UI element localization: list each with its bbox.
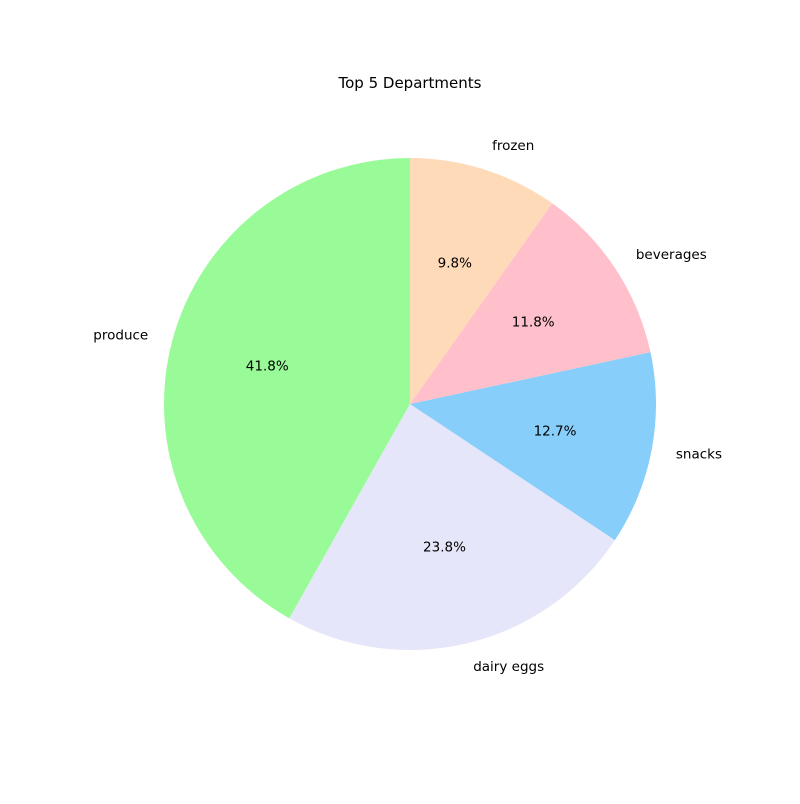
pie-labels: produce 41.8% dairy eggs 23.8% snacks 12.7% be… <box>93 138 722 675</box>
chart-title: Top 5 Departments <box>338 74 482 92</box>
pie-slice-produce <box>164 158 410 619</box>
slice-percent-produce: 41.8% <box>246 359 289 375</box>
slice-label-dairy-eggs: dairy eggs <box>473 659 544 675</box>
slice-label-snacks: snacks <box>676 446 722 462</box>
slice-label-frozen: frozen <box>492 138 534 154</box>
slice-label-produce: produce <box>93 327 148 343</box>
pie-slice-beverages <box>410 203 651 404</box>
slice-percent-snacks: 12.7% <box>534 423 577 439</box>
slice-percent-frozen: 9.8% <box>438 255 472 271</box>
slice-label-beverages: beverages <box>636 247 707 263</box>
slice-percent-dairy-eggs: 23.8% <box>423 540 466 556</box>
pie-slices <box>164 158 656 650</box>
slice-percent-beverages: 11.8% <box>512 315 555 331</box>
pie-slice-dairy-eggs <box>289 404 615 650</box>
pie-slice-snacks <box>410 352 656 541</box>
pie-slice-frozen <box>410 158 553 404</box>
